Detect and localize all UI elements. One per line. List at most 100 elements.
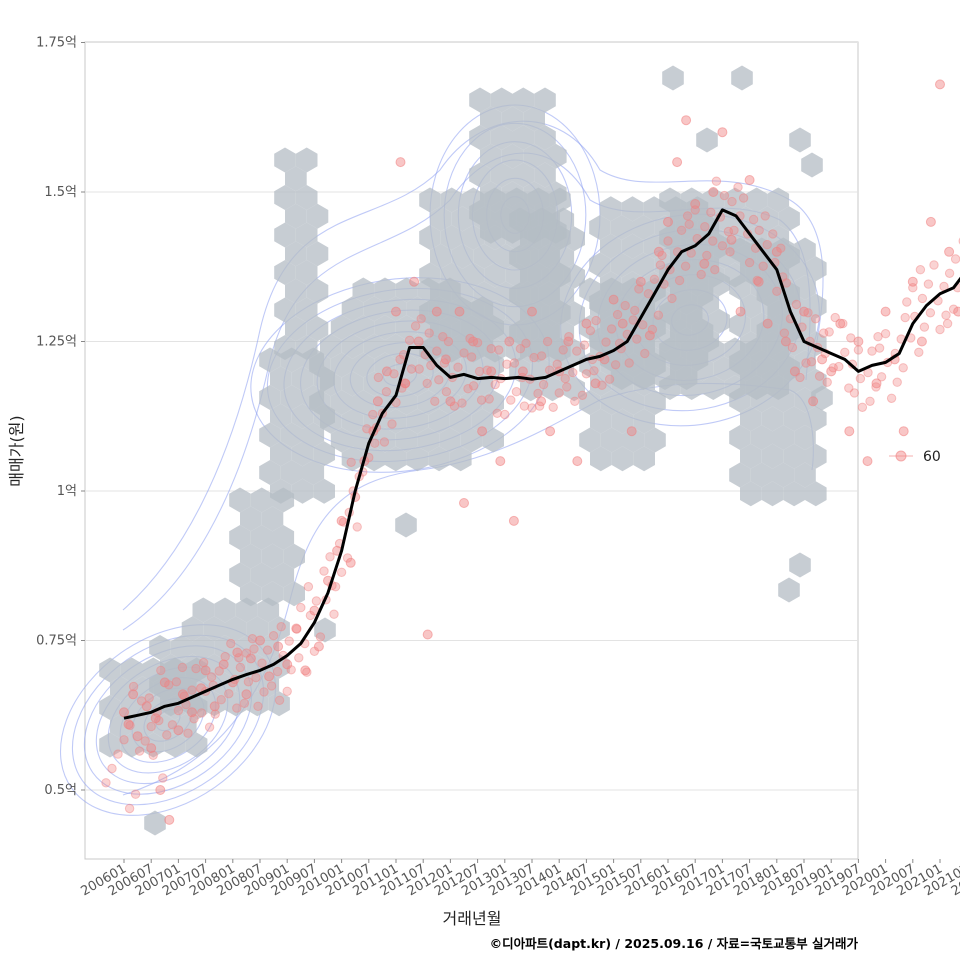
hexbin-cell — [805, 481, 827, 507]
hexbin-cell — [563, 338, 585, 364]
data-point — [443, 336, 454, 347]
data-point — [232, 703, 242, 713]
data-point — [748, 214, 759, 225]
data-point — [220, 651, 230, 662]
hexbin-cell — [659, 187, 681, 213]
data-point — [253, 701, 263, 711]
hexbin-cell — [530, 320, 553, 345]
data-point — [241, 648, 252, 658]
data-point — [844, 383, 854, 393]
data-point — [362, 424, 372, 434]
hexbin-cell — [374, 315, 396, 340]
hexbin-cell — [185, 732, 208, 758]
hexbin-cell — [632, 365, 655, 390]
hexbin-cell — [680, 262, 703, 288]
data-point — [572, 346, 582, 356]
hexbin-cell — [295, 260, 318, 285]
hexbin-cell — [541, 338, 564, 364]
data-point — [552, 359, 562, 369]
data-point — [440, 354, 451, 365]
hexbin-cell — [259, 385, 281, 410]
hexbin-cell — [274, 297, 296, 323]
data-point — [259, 687, 269, 697]
hexbin-cell — [509, 320, 531, 345]
y-tick-label: 0.5억 — [44, 783, 77, 798]
data-point — [729, 225, 739, 236]
hexbin-cell — [395, 390, 418, 415]
legend-label: 60 — [923, 449, 941, 465]
hexbin-cell — [534, 162, 556, 188]
hexbin-cell — [563, 301, 585, 327]
hexbin-cell — [460, 427, 483, 453]
data-point — [612, 309, 623, 320]
data-point — [828, 363, 838, 373]
hexbin-cell — [144, 810, 166, 836]
data-point — [768, 229, 778, 239]
hexbin-cell — [670, 281, 692, 307]
data-point — [434, 375, 444, 385]
data-point — [795, 372, 805, 383]
data-point — [463, 384, 473, 394]
data-point — [601, 337, 611, 347]
hexbin-cell — [512, 162, 535, 188]
data-point — [810, 314, 821, 324]
hexbin-cell — [395, 315, 418, 340]
data-point — [752, 275, 762, 286]
hexbin-cell — [545, 181, 567, 207]
hexbin-cell — [274, 147, 296, 173]
data-point — [409, 276, 420, 287]
hexbin-cell — [761, 443, 784, 469]
data-point — [835, 318, 846, 329]
hexbin-cell — [490, 200, 513, 225]
hexbin-cell — [670, 356, 692, 382]
hexbin-cell — [772, 462, 795, 488]
hexbin-cell — [395, 427, 418, 453]
data-point — [585, 326, 596, 336]
hexbin-cell — [534, 125, 556, 150]
data-point — [430, 396, 440, 406]
data-point — [472, 338, 483, 348]
data-point — [534, 401, 545, 411]
hexbin-cell — [702, 225, 725, 250]
data-point — [521, 338, 531, 348]
hexbin-cell — [794, 237, 816, 263]
data-point — [590, 378, 601, 389]
data-point — [527, 403, 537, 413]
hexbin-cell — [530, 282, 553, 308]
hexbin-cell — [272, 562, 295, 588]
hexbin-cell — [225, 653, 247, 679]
hexbin-cell — [659, 262, 681, 288]
data-point — [684, 219, 694, 230]
hexbin-cell — [778, 577, 800, 603]
data-point — [844, 426, 855, 437]
data-point — [445, 396, 456, 407]
data-point — [262, 645, 273, 655]
hexbin-cell — [480, 181, 502, 207]
data-point — [368, 409, 378, 420]
data-point — [572, 456, 583, 467]
hexbin-cell — [789, 552, 811, 578]
data-point — [234, 653, 244, 663]
hexbin-cell — [225, 616, 247, 642]
data-point — [950, 254, 960, 264]
hexbin-cell — [261, 581, 284, 607]
data-point — [597, 380, 607, 390]
data-point — [919, 322, 930, 332]
hexbin-cell — [406, 371, 429, 397]
hexbin-cell — [490, 87, 513, 113]
hexbin-cell — [330, 390, 353, 415]
hexbin-cell — [419, 337, 441, 363]
data-point — [849, 388, 860, 398]
data-point — [577, 390, 588, 400]
hexbin-cell — [761, 368, 784, 394]
hexbin-cell — [419, 262, 441, 288]
data-point — [818, 328, 829, 338]
data-point — [466, 352, 477, 362]
data-point — [630, 305, 640, 316]
y-tick-label: 0.75억 — [36, 634, 77, 649]
data-point — [579, 340, 590, 350]
hexbin-cell — [341, 408, 364, 434]
data-point — [187, 707, 197, 718]
hexbin-layer — [99, 65, 833, 836]
hexbin-cell — [261, 543, 284, 569]
